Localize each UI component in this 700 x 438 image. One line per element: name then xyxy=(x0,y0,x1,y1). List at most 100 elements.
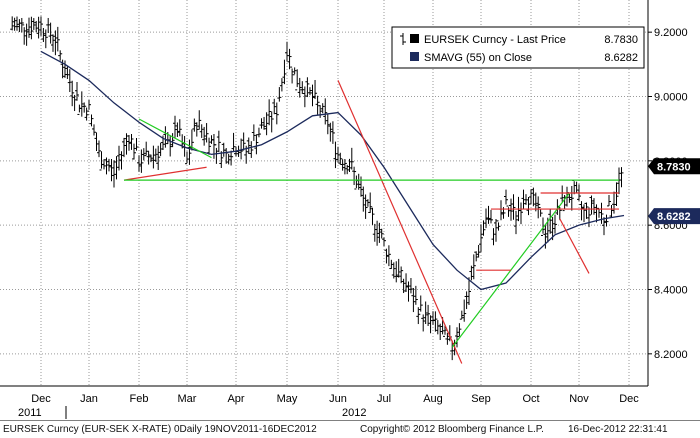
legend-label: SMAVG (55) on Close xyxy=(424,52,532,64)
price-bar xyxy=(361,186,366,212)
price-bar xyxy=(491,228,496,246)
price-bar xyxy=(553,214,557,234)
price-bar xyxy=(72,94,77,112)
price-bar xyxy=(325,113,330,135)
price-bar xyxy=(192,118,197,132)
price-bar xyxy=(63,60,67,78)
price-bar xyxy=(29,16,34,40)
price-bar xyxy=(216,130,221,152)
price-bar xyxy=(394,261,399,283)
footer: EURSEK Curncy (EUR-SEK X-RATE) 0Daily 19… xyxy=(0,421,700,438)
price-bar xyxy=(55,26,60,52)
price-bar xyxy=(567,193,572,203)
price-bar xyxy=(338,152,343,165)
price-bar xyxy=(538,206,543,217)
price-bar xyxy=(597,207,601,218)
sma-line xyxy=(40,50,625,291)
price-bar xyxy=(368,192,373,213)
price-bar xyxy=(404,273,409,292)
price-bar xyxy=(156,145,161,170)
price-bar xyxy=(254,134,259,155)
price-bar xyxy=(574,181,579,194)
price-bar xyxy=(587,207,591,228)
x-tick-label: Dec xyxy=(619,393,639,405)
price-bar xyxy=(307,87,312,96)
last-price-tag-text: 8.7830 xyxy=(657,161,691,173)
price-bar xyxy=(79,91,84,117)
sma-tag-shape xyxy=(648,208,700,225)
price-bar xyxy=(345,164,350,175)
price-bar xyxy=(579,201,584,221)
price-bar xyxy=(46,17,51,33)
price-bar xyxy=(462,299,467,322)
price-bar xyxy=(342,159,347,175)
price-bar xyxy=(328,122,333,142)
price-bar xyxy=(450,340,455,361)
price-bar xyxy=(219,151,224,168)
price-bar xyxy=(89,114,94,127)
price-bar xyxy=(416,307,421,325)
sma-tag-text: 8.6282 xyxy=(657,211,691,223)
price-bar xyxy=(36,16,41,39)
price-bar xyxy=(562,195,567,212)
legend-swatch xyxy=(410,34,419,43)
price-bar xyxy=(70,80,75,107)
price-bar xyxy=(109,159,114,182)
legend-label: EURSEK Curncy - Last Price xyxy=(424,34,566,46)
price-bar xyxy=(526,197,531,216)
price-bar xyxy=(67,69,72,93)
price-bar xyxy=(24,23,29,46)
x-tick-label: Jun xyxy=(329,393,347,405)
price-bar xyxy=(146,150,151,165)
price-bar xyxy=(330,121,335,144)
price-bar xyxy=(609,205,614,218)
price-bar xyxy=(589,195,594,215)
price-bar xyxy=(619,167,624,188)
x-tick-label: Dec xyxy=(31,393,51,405)
price-chart: 9.20009.00008.80008.60008.40008.2000DecJ… xyxy=(0,0,700,421)
x-tick-label: Nov xyxy=(569,393,589,405)
axes: 9.20009.00008.80008.60008.40008.2000DecJ… xyxy=(0,0,700,421)
price-bar xyxy=(310,84,315,107)
price-bar xyxy=(592,198,596,215)
price-bar xyxy=(202,126,207,146)
price-bar xyxy=(494,219,498,242)
price-bar xyxy=(457,323,462,337)
price-bar xyxy=(315,95,320,115)
price-bar xyxy=(423,301,428,325)
price-bar xyxy=(467,277,471,305)
legend-value: 8.7830 xyxy=(604,34,638,46)
price-bar xyxy=(231,132,236,151)
price-bar xyxy=(114,156,119,180)
y-tick-label: 9.2000 xyxy=(654,27,688,39)
price-bar xyxy=(504,189,508,205)
price-bar xyxy=(438,323,443,341)
price-bar xyxy=(122,137,126,158)
price-bar xyxy=(340,159,345,171)
price-bar xyxy=(519,202,523,225)
price-bar xyxy=(584,202,589,219)
price-bar xyxy=(305,77,310,98)
price-bar xyxy=(10,16,15,31)
price-bar xyxy=(229,150,234,166)
x-tick-label: Oct xyxy=(522,393,539,405)
footer-timestamp: 16-Dec-2012 22:31:41 xyxy=(568,424,668,435)
footer-series-info: EURSEK Curncy (EUR-SEK X-RATE) 0Daily 19… xyxy=(3,424,317,435)
price-bar xyxy=(282,59,287,85)
price-bar xyxy=(134,138,139,151)
price-bar xyxy=(320,103,325,114)
price-bar xyxy=(48,22,53,44)
price-bar xyxy=(175,122,180,137)
price-bar xyxy=(94,132,99,151)
price-bar xyxy=(43,29,48,49)
legend-box xyxy=(391,26,645,69)
price-bar xyxy=(481,220,486,236)
price-bar xyxy=(173,115,177,139)
price-bar xyxy=(401,278,406,294)
legend-swatch xyxy=(410,52,419,61)
trend-line xyxy=(123,166,207,181)
price-bar xyxy=(418,295,423,312)
price-bar xyxy=(274,102,279,125)
price-bar xyxy=(92,124,96,136)
price-bar xyxy=(199,124,204,138)
